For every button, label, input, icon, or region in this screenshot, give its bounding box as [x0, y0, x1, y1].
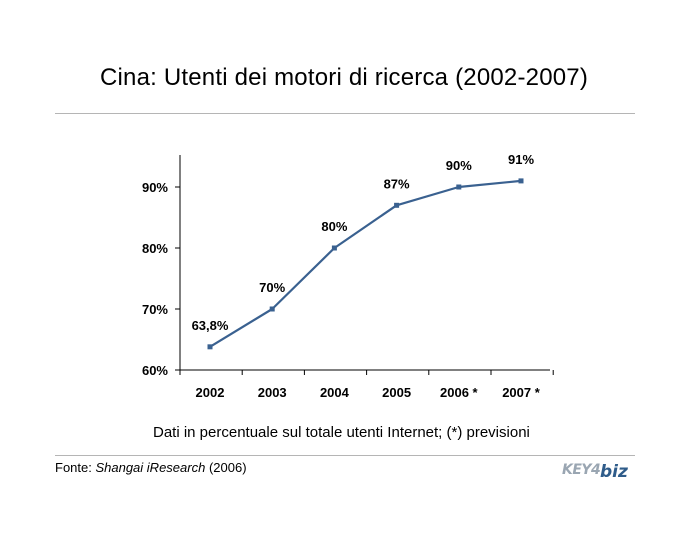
logo-key-text: KEY4	[562, 462, 601, 478]
top-divider	[55, 113, 635, 114]
data-point	[207, 344, 213, 350]
data-point	[331, 245, 337, 251]
data-point	[394, 202, 400, 208]
data-label: 80%	[321, 219, 347, 234]
x-tick-label: 2003	[258, 385, 287, 400]
series-line	[209, 179, 522, 348]
chart-title: Cina: Utenti dei motori di ricerca (2002…	[99, 64, 589, 91]
data-label: 91%	[508, 152, 534, 167]
data-point	[456, 184, 462, 190]
y-tick-label: 70%	[142, 302, 168, 317]
data-label: 87%	[384, 176, 410, 191]
bottom-divider	[55, 455, 635, 456]
key4biz-logo: KEY4 biz	[560, 460, 640, 484]
chart-note: Dati in percentuale sul totale utenti In…	[153, 424, 530, 441]
source-name: Shangai iResearch	[95, 460, 206, 475]
y-tick-label: 80%	[142, 241, 168, 256]
source-prefix: Fonte:	[55, 460, 96, 475]
source-line: Fonte: Shangai iResearch (2006)	[55, 460, 247, 475]
x-tick-label: 2005	[382, 385, 411, 400]
source-suffix: (2006)	[205, 460, 247, 475]
data-point	[269, 306, 275, 312]
x-tick-label: 2006 *	[440, 385, 479, 400]
x-tick-label: 2007 *	[502, 385, 541, 400]
data-label: 70%	[259, 280, 285, 295]
logo-biz-text: biz	[600, 462, 628, 482]
x-tick-label: 2004	[320, 385, 350, 400]
data-label: 63,8%	[192, 318, 229, 333]
data-label: 90%	[446, 158, 472, 173]
y-tick-label: 90%	[142, 180, 168, 195]
data-point	[518, 178, 524, 184]
x-tick-label: 2002	[196, 385, 225, 400]
y-tick-label: 60%	[142, 363, 168, 378]
